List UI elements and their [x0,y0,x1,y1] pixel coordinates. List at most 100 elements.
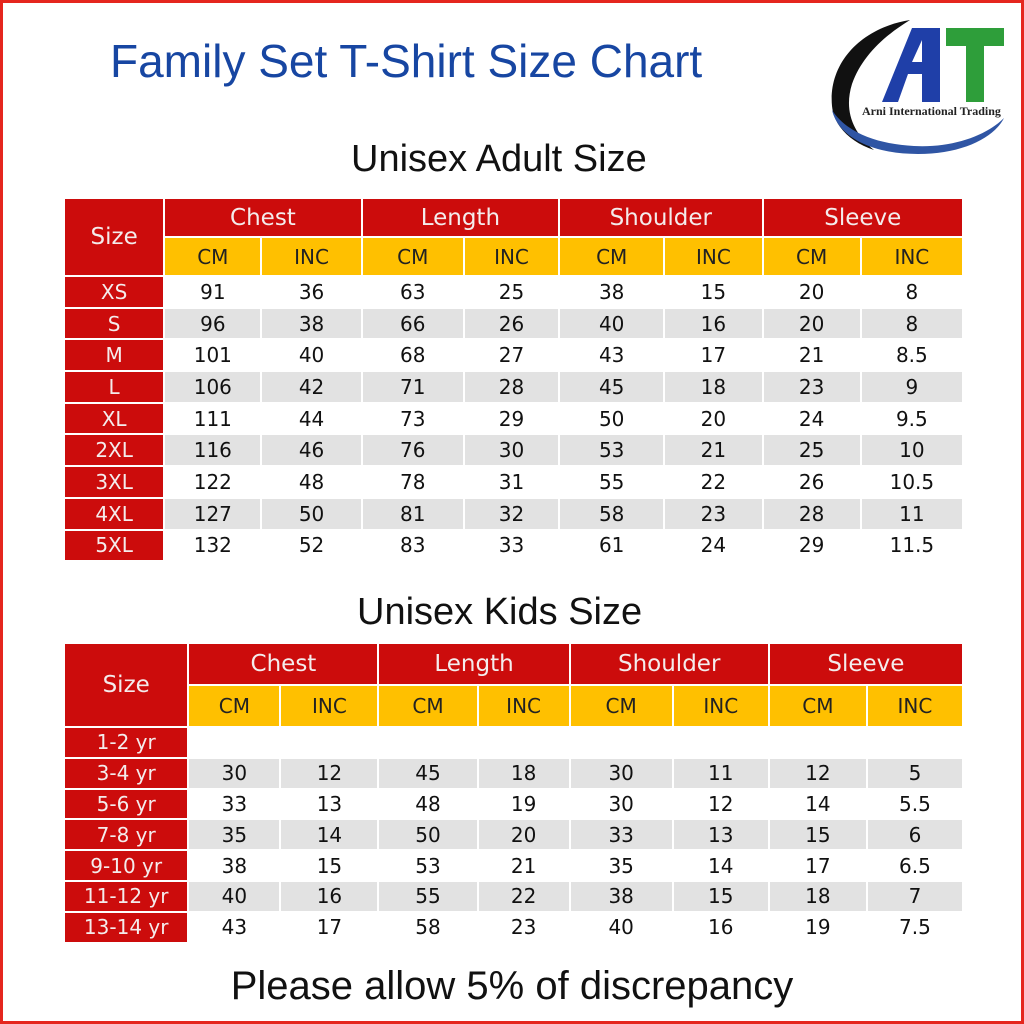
unit-header: INC [665,238,762,275]
measurement-cell: 78 [400,469,426,494]
adult-size-table: Size Chest Length Shoulder Sleeve CM INC… [63,197,964,562]
size-label: XL [65,403,164,434]
measurement-cell: 6.5 [899,853,931,878]
unit-header: CM [362,238,463,275]
unit-header: INC [861,238,962,275]
length-header: Length [362,199,559,236]
measurement-cell: 36 [298,279,325,304]
measurement-cell: 18 [478,758,569,788]
measurement-cell: 18 [665,372,762,402]
measurement-cell: 10 [861,435,962,466]
measurement-cell: 12 [281,758,378,788]
size-label: 5-6 yr [65,789,188,819]
measurement-cell: 11 [673,758,768,788]
measurement-cell [379,728,476,757]
measurement-cell: 43 [598,343,625,368]
measurement-cell: 6 [867,820,962,850]
table-row: L 106 42 71 28 45 18 23 9 [65,372,962,402]
unit-header: CM [379,686,477,726]
measurement-cell: 25 [763,435,860,466]
table-row: M 101 40 68 27 43 17 21 8.5 [65,340,962,371]
size-label: M [65,340,164,371]
size-label: 4XL [65,498,164,529]
measurement-cell: 5.5 [899,791,931,816]
measurement-cell: 16 [281,881,378,911]
size-label: 3XL [65,467,164,497]
measurement-cell: 18 [769,881,866,911]
measurement-cell: 29 [798,533,825,558]
ait-logo-icon [831,20,1004,154]
measurement-cell: 15 [673,881,768,911]
measurement-cell: 17 [316,915,343,940]
measurement-cell: 38 [221,853,248,878]
measurement-cell: 15 [316,853,343,878]
measurement-cell: 28 [763,498,860,529]
shoulder-header: Shoulder [570,644,768,684]
measurement-cell: 33 [570,820,672,850]
measurement-cell: 17 [700,343,727,368]
measurement-cell [770,728,866,757]
size-label: 7-8 yr [65,820,188,850]
size-label: L [65,372,164,402]
chest-header: Chest [165,199,361,236]
measurement-cell: 7 [867,881,962,911]
measurement-cell: 40 [298,343,325,368]
measurement-cell: 50 [262,498,361,529]
unit-header: INC [478,686,569,726]
size-label: 9-10 yr [65,851,188,880]
table-row: XS 91 36 63 25 38 15 20 8 [65,277,962,307]
measurement-cell: 76 [362,435,463,466]
measurement-cell: 58 [560,498,664,529]
measurement-cell: 26 [798,469,825,494]
measurement-cell [281,728,377,757]
measurement-cell: 122 [193,469,232,494]
measurement-cell: 40 [560,308,664,339]
unit-header: CM [165,238,261,275]
measurement-cell: 58 [415,915,441,940]
size-column-header: Size [65,199,164,275]
measurement-cell: 12 [769,758,866,788]
measurement-cell: 33 [221,791,248,816]
measurement-cell: 20 [478,820,569,850]
table-row: S 96 38 66 26 40 16 20 8 [65,308,962,339]
measurement-cell: 38 [598,279,625,304]
measurement-cell: 14 [708,853,734,878]
measurement-cell: 8.5 [895,343,928,368]
measurement-cell: 48 [298,469,325,494]
size-label: 2XL [65,435,164,466]
measurement-cell: 45 [379,758,477,788]
measurement-cell: 21 [665,435,762,466]
table-row: 13-14 yr 43 17 58 23 40 16 19 7.5 [65,912,962,942]
table-row: 5-6 yr 33 13 48 19 30 12 14 5.5 [65,789,962,819]
unit-header: CM [189,686,280,726]
measurement-cell: 24 [700,533,727,558]
measurement-cell: 30 [189,758,280,788]
table-row: 4XL 127 50 81 32 58 23 28 11 [65,498,962,529]
table-row: 2XL 116 46 76 30 53 21 25 10 [65,435,962,466]
unit-header: INC [673,686,768,726]
measurement-cell: 48 [415,791,441,816]
measurement-cell: 20 [700,406,727,431]
unit-header: INC [867,686,962,726]
measurement-cell [571,728,672,757]
measurement-cell: 91 [200,279,226,304]
unit-header: INC [262,238,361,275]
measurement-cell: 40 [608,915,634,940]
unit-header: CM [769,686,866,726]
measurement-cell: 55 [598,469,625,494]
measurement-cell: 21 [798,343,825,368]
logo-caption: Arni International Trading [862,104,1001,118]
measurement-cell: 22 [478,881,569,911]
unit-header: INC [281,686,378,726]
measurement-cell: 13 [316,791,343,816]
size-column-header: Size [65,644,188,726]
size-label: 13-14 yr [65,912,188,942]
measurement-cell: 15 [700,279,727,304]
measurement-cell: 11.5 [889,533,935,558]
measurement-cell: 10.5 [889,469,935,494]
size-label: 5XL [65,530,164,561]
measurement-cell: 73 [400,406,426,431]
measurement-cell: 8 [861,308,962,339]
measurement-cell: 35 [189,820,280,850]
